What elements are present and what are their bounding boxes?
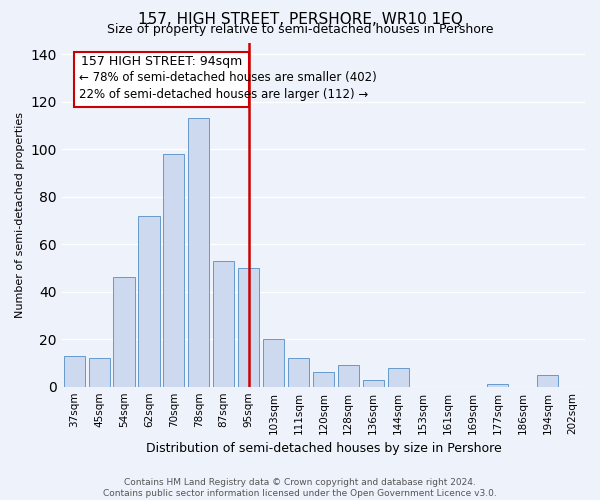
Bar <box>188 118 209 386</box>
Bar <box>362 380 384 386</box>
Bar <box>537 375 558 386</box>
Bar <box>263 339 284 386</box>
Bar <box>338 366 359 386</box>
Bar <box>113 278 134 386</box>
Text: Contains HM Land Registry data © Crown copyright and database right 2024.
Contai: Contains HM Land Registry data © Crown c… <box>103 478 497 498</box>
Text: 157 HIGH STREET: 94sqm: 157 HIGH STREET: 94sqm <box>81 56 242 68</box>
Text: 22% of semi-detached houses are larger (112) →: 22% of semi-detached houses are larger (… <box>79 88 369 101</box>
Y-axis label: Number of semi-detached properties: Number of semi-detached properties <box>15 112 25 318</box>
Bar <box>238 268 259 386</box>
Bar <box>313 372 334 386</box>
Text: 157, HIGH STREET, PERSHORE, WR10 1EQ: 157, HIGH STREET, PERSHORE, WR10 1EQ <box>137 12 463 28</box>
Bar <box>64 356 85 386</box>
FancyBboxPatch shape <box>74 52 248 106</box>
Text: Size of property relative to semi-detached houses in Pershore: Size of property relative to semi-detach… <box>107 24 493 36</box>
Bar <box>89 358 110 386</box>
Text: ← 78% of semi-detached houses are smaller (402): ← 78% of semi-detached houses are smalle… <box>79 71 377 84</box>
Bar <box>139 216 160 386</box>
Bar <box>213 261 235 386</box>
Bar <box>487 384 508 386</box>
X-axis label: Distribution of semi-detached houses by size in Pershore: Distribution of semi-detached houses by … <box>146 442 501 455</box>
Bar <box>288 358 309 386</box>
Bar <box>388 368 409 386</box>
Bar <box>163 154 184 386</box>
